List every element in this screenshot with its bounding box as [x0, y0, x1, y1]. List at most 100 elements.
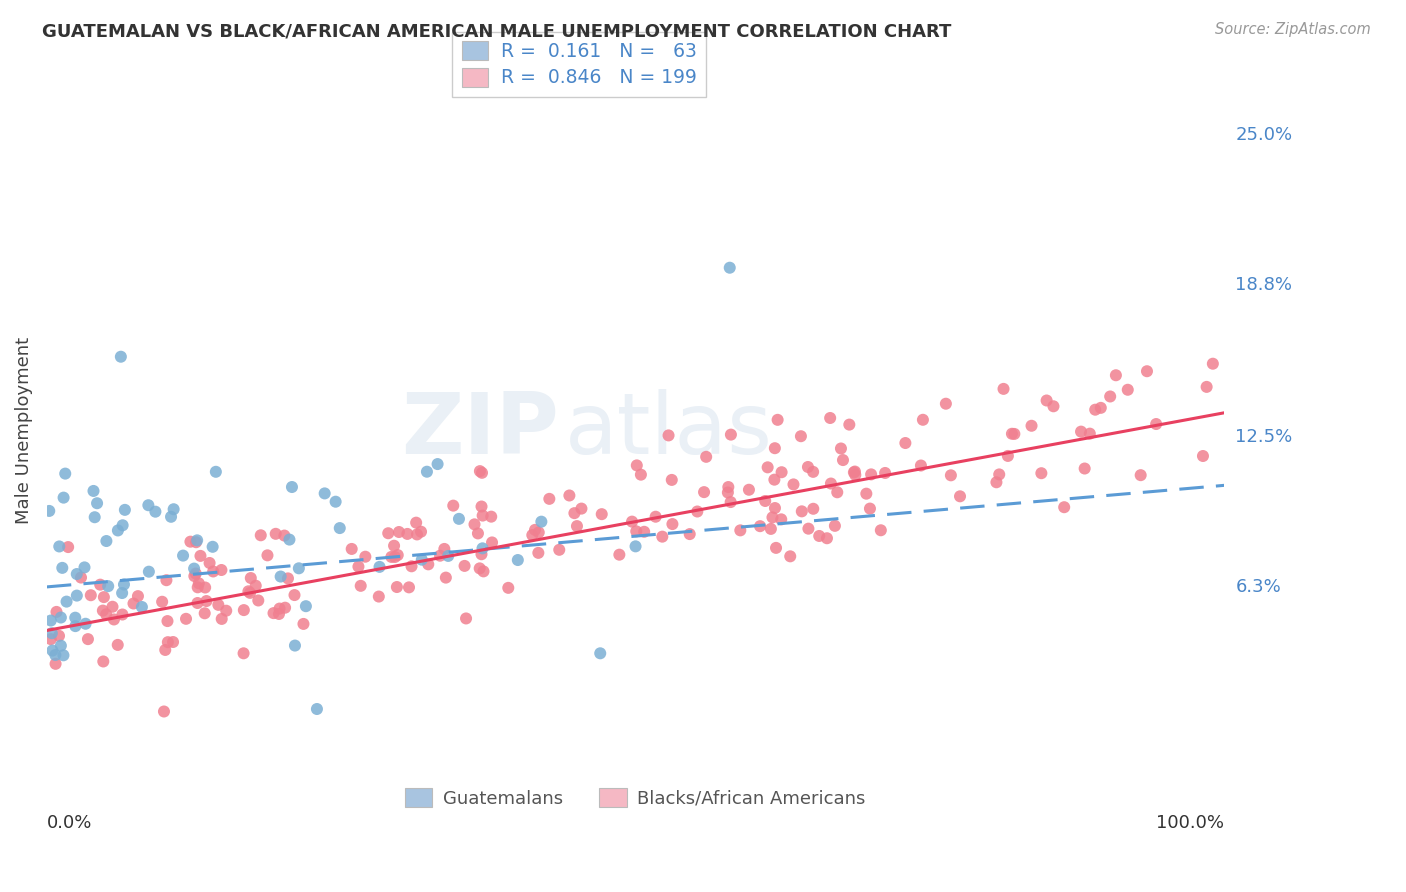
Point — [267, 607, 290, 621]
Point — [247, 593, 270, 607]
Point — [48, 629, 70, 643]
Text: GUATEMALAN VS BLACK/AFRICAN AMERICAN MALE UNEMPLOYMENT CORRELATION CHART: GUATEMALAN VS BLACK/AFRICAN AMERICAN MAL… — [42, 22, 952, 40]
Point — [82, 483, 104, 498]
Point — [269, 601, 291, 615]
Point — [939, 468, 962, 483]
Point — [111, 607, 134, 622]
Point — [183, 569, 205, 583]
Point — [382, 539, 405, 553]
Point — [263, 606, 285, 620]
Point — [844, 467, 866, 482]
Point — [548, 542, 571, 557]
Point — [215, 604, 238, 618]
Point — [49, 639, 72, 653]
Point — [859, 501, 882, 516]
Point — [184, 535, 207, 549]
Point — [797, 522, 820, 536]
Point — [522, 528, 544, 542]
Point — [661, 517, 683, 532]
Point — [782, 477, 804, 491]
Point — [409, 524, 432, 539]
Point — [838, 417, 860, 432]
Point — [396, 527, 419, 541]
Point — [66, 589, 89, 603]
Point — [538, 491, 561, 506]
Point — [565, 519, 588, 533]
Point — [779, 549, 801, 564]
Point — [51, 561, 73, 575]
Point — [661, 473, 683, 487]
Point — [209, 563, 232, 577]
Point — [820, 476, 842, 491]
Text: 6.3%: 6.3% — [1236, 578, 1281, 596]
Point — [150, 595, 173, 609]
Point — [86, 496, 108, 510]
Point — [433, 541, 456, 556]
Point — [869, 523, 891, 537]
Point — [398, 580, 420, 594]
Point — [305, 702, 328, 716]
Point — [910, 458, 932, 473]
Point — [790, 504, 813, 518]
Point — [657, 428, 679, 442]
Point — [155, 643, 177, 657]
Text: 100.0%: 100.0% — [1156, 814, 1225, 832]
Point — [162, 635, 184, 649]
Point — [468, 561, 491, 575]
Point — [145, 505, 167, 519]
Point — [720, 495, 742, 509]
Point — [453, 558, 475, 573]
Point — [479, 509, 502, 524]
Point — [211, 612, 233, 626]
Point — [530, 515, 553, 529]
Point — [340, 541, 363, 556]
Point — [506, 553, 529, 567]
Point — [239, 571, 262, 585]
Point — [174, 612, 197, 626]
Point — [860, 467, 883, 482]
Point — [527, 525, 550, 540]
Point — [1084, 402, 1107, 417]
Point — [127, 589, 149, 603]
Text: 18.8%: 18.8% — [1236, 276, 1292, 293]
Point — [756, 460, 779, 475]
Point — [524, 523, 547, 537]
Text: 25.0%: 25.0% — [1236, 126, 1292, 144]
Text: ZIP: ZIP — [401, 390, 560, 473]
Point — [1042, 399, 1064, 413]
Point — [686, 504, 709, 518]
Point — [765, 541, 787, 555]
Point — [1073, 461, 1095, 475]
Point — [387, 548, 409, 562]
Point — [264, 526, 287, 541]
Point — [91, 655, 114, 669]
Point — [350, 579, 373, 593]
Point — [245, 579, 267, 593]
Point — [801, 465, 824, 479]
Point — [815, 531, 838, 545]
Point — [186, 596, 208, 610]
Point — [993, 382, 1015, 396]
Point — [283, 588, 305, 602]
Point — [481, 535, 503, 549]
Point — [201, 540, 224, 554]
Point — [997, 449, 1019, 463]
Point — [39, 614, 62, 628]
Point — [441, 499, 464, 513]
Point — [66, 567, 89, 582]
Point — [1070, 425, 1092, 439]
Point — [77, 632, 100, 647]
Point — [763, 501, 786, 516]
Point — [65, 619, 87, 633]
Point — [49, 610, 72, 624]
Point — [429, 549, 451, 563]
Point — [591, 507, 613, 521]
Point — [855, 486, 877, 500]
Point — [624, 539, 647, 553]
Point — [770, 465, 793, 479]
Point — [717, 480, 740, 494]
Point — [498, 581, 520, 595]
Point — [718, 260, 741, 275]
Point — [295, 599, 318, 614]
Point — [405, 516, 427, 530]
